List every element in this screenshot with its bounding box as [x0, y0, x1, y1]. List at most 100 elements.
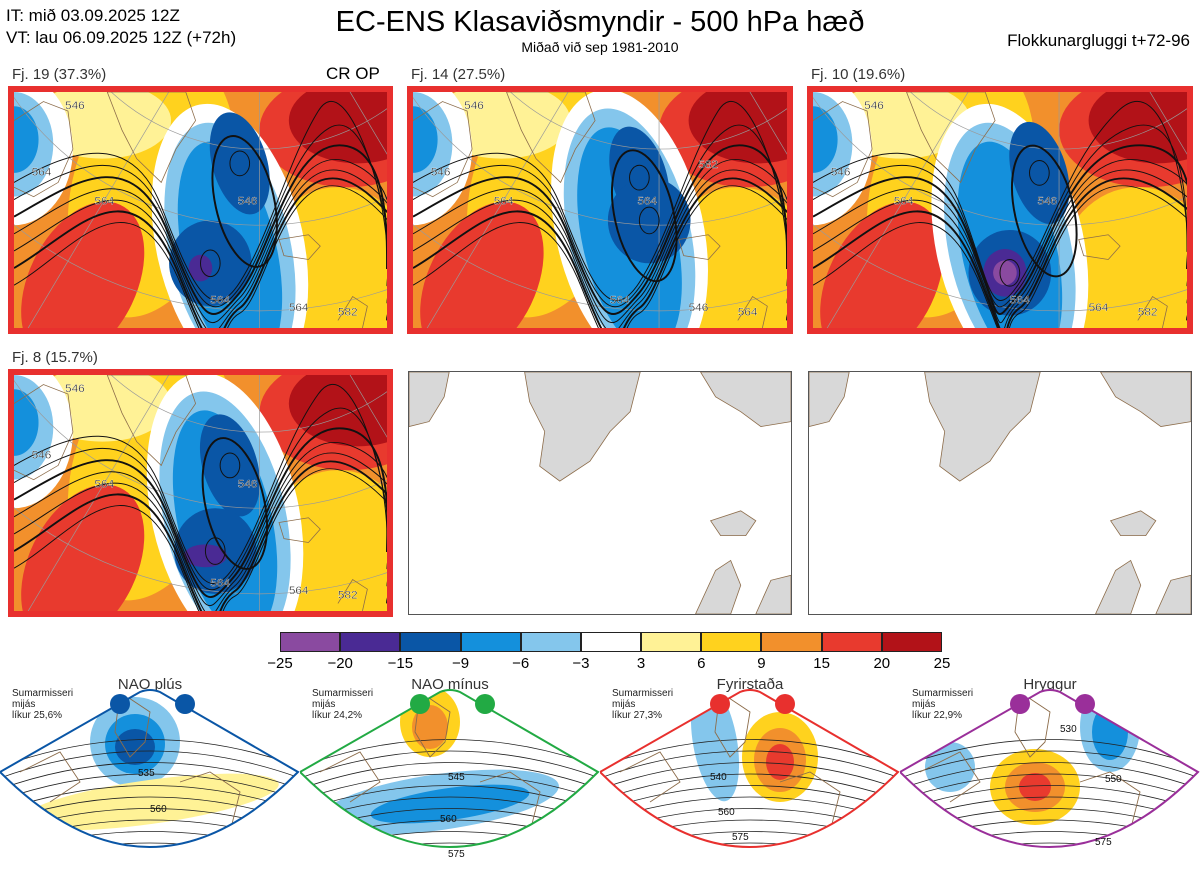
height-contour	[14, 460, 387, 611]
regime-contour-label: 560	[150, 804, 167, 815]
run-info: IT: mið 03.09.2025 12Z VT: lau 06.09.202…	[6, 5, 236, 49]
colorbar-tick-label: 9	[757, 655, 766, 672]
regime-greenland-coast	[714, 691, 751, 758]
contour-label: 546	[464, 99, 484, 112]
iceland-coast	[1078, 234, 1121, 260]
regime-info-line: mijás	[12, 699, 36, 710]
height-contours	[813, 101, 1187, 328]
height-contour	[14, 159, 387, 324]
graticule	[813, 92, 1187, 328]
regime-contour-label: 560	[718, 807, 735, 818]
height-contour	[813, 159, 1187, 324]
regime-contour	[300, 773, 598, 801]
regime-info: Sumarmisseri mijás líkur 27,3%	[612, 688, 673, 721]
britain-coast	[337, 296, 368, 328]
regime-anomaly	[370, 784, 530, 824]
height-contours	[413, 101, 787, 328]
contour-label: 582	[338, 306, 358, 319]
regime-title: Hryggur	[1023, 676, 1077, 693]
contour-label: 564	[210, 293, 230, 306]
regime-anomaly	[412, 705, 448, 749]
regime-greenland-coast	[1014, 691, 1051, 758]
regime-marker-dot	[110, 694, 130, 714]
colorbar-tick-label: 15	[813, 655, 830, 672]
anomaly-patch	[188, 254, 213, 282]
colorbar-tick-label: 25	[933, 655, 951, 672]
regime-greenland-coast	[414, 691, 451, 758]
canada-coast	[813, 101, 873, 198]
contour-label: 564	[210, 576, 230, 589]
regime-contour	[900, 762, 1198, 790]
colorbar-swatch	[881, 632, 942, 652]
height-contour	[413, 124, 787, 308]
panel-3-label: Fj. 10 (19.6%)	[811, 66, 906, 83]
regime-anomaly	[21, 773, 279, 831]
regime-anomaly	[1092, 704, 1128, 760]
height-contour	[813, 169, 1187, 328]
regime-marker-dot	[710, 694, 730, 714]
anomaly-field	[413, 92, 787, 328]
britain-land	[1095, 559, 1142, 614]
height-contour	[14, 442, 387, 607]
regime-anomaly	[1005, 851, 1035, 863]
regime-contour	[0, 739, 298, 768]
regime-info-line: Sumarmisseri	[612, 688, 674, 699]
regime-contour	[0, 785, 298, 812]
anomaly-patch	[183, 544, 228, 568]
regime-frame	[300, 689, 600, 848]
regime-info-line: mijás	[912, 699, 936, 710]
regime-anomaly	[115, 729, 155, 765]
regime-contour-label: 560	[440, 814, 457, 825]
anomaly-patch	[813, 106, 838, 173]
contour-label: 564	[94, 194, 114, 207]
regime-america-coast	[319, 751, 381, 803]
cluster-map-3: 546 546 564 546 564 564 582	[807, 86, 1193, 334]
regime-frame	[600, 689, 900, 848]
panel-1-tag: CR OP	[326, 64, 380, 83]
regime-map: 545 560 575	[300, 689, 600, 860]
regime-info-line: mijás	[612, 699, 636, 710]
britain-coast	[737, 296, 768, 328]
anomaly-patch	[14, 389, 39, 456]
contour-label: 546	[864, 99, 884, 112]
iceland-land	[709, 510, 757, 537]
height-contour-thick	[201, 437, 268, 570]
regime-contour	[900, 773, 1198, 801]
regime-info: Sumarmisseri mijás líkur 25,6%	[12, 688, 73, 721]
regime-title: NAO plús	[117, 676, 183, 693]
height-contour	[14, 452, 387, 611]
contour-label: 546	[689, 301, 709, 314]
regime-marker-dot	[475, 694, 495, 714]
regime-frame	[900, 689, 1200, 848]
height-contour	[14, 124, 387, 308]
regime-title: Fyrirstaða	[716, 676, 784, 693]
chart-title: EC-ENS Klasaviðsmyndir - 500 hPa hæð	[335, 6, 865, 38]
height-contour	[14, 177, 387, 328]
chart-subtitle: Miðað við sep 1981-2010	[521, 39, 679, 55]
regime-frame	[0, 689, 300, 848]
iceland-coast	[678, 234, 721, 260]
britain-coast	[1137, 296, 1168, 328]
land-masses	[409, 372, 791, 614]
greenland-land	[524, 372, 641, 482]
contour-label: 564	[637, 194, 657, 207]
height-contour	[14, 169, 387, 328]
contour-label: 564	[94, 477, 114, 490]
regime-contour	[300, 750, 598, 779]
contour-label: 582	[1138, 306, 1158, 319]
contour-label: 564	[610, 293, 630, 306]
contour-label: 546	[65, 382, 85, 395]
regime-info-line: líkur 25,6%	[12, 710, 63, 721]
regime-contour	[300, 785, 598, 812]
regime-contour	[300, 762, 598, 790]
colorbar-tick-label: −9	[451, 655, 470, 672]
coastlines	[813, 92, 1168, 328]
regime-marker-dot	[775, 694, 795, 714]
height-contours	[14, 101, 387, 328]
empty-map-2	[808, 371, 1192, 615]
height-contour-thick	[1011, 144, 1078, 278]
anomaly-patch	[288, 375, 387, 447]
europe-land	[755, 574, 791, 614]
height-contour	[413, 101, 787, 301]
greenland-land	[924, 372, 1041, 482]
